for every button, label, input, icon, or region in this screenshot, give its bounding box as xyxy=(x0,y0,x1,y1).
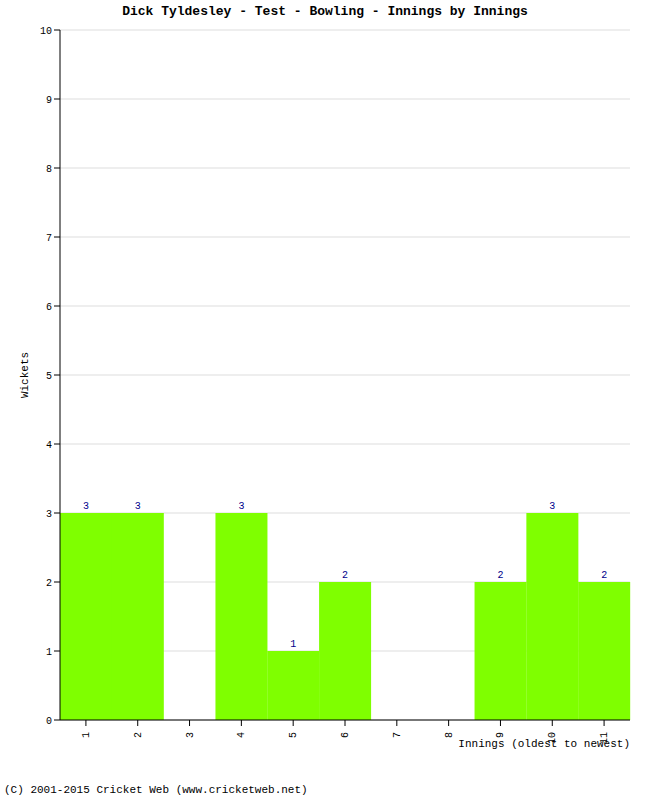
svg-text:3: 3 xyxy=(135,501,141,512)
svg-text:3: 3 xyxy=(83,501,89,512)
svg-text:5: 5 xyxy=(46,371,52,382)
svg-text:3: 3 xyxy=(185,732,196,738)
svg-text:6: 6 xyxy=(340,732,351,738)
svg-text:2: 2 xyxy=(133,732,144,738)
svg-text:2: 2 xyxy=(498,570,504,581)
svg-text:2: 2 xyxy=(46,578,52,589)
svg-text:9: 9 xyxy=(46,95,52,106)
svg-text:9: 9 xyxy=(495,732,506,738)
svg-text:8: 8 xyxy=(46,164,52,175)
svg-text:2: 2 xyxy=(342,570,348,581)
svg-text:3: 3 xyxy=(549,501,555,512)
html-text:Innings (oldest to newest): Innings (oldest to newest) xyxy=(458,738,630,750)
svg-text:5: 5 xyxy=(288,732,299,738)
svg-text:4: 4 xyxy=(46,440,52,451)
svg-text:6: 6 xyxy=(46,302,52,313)
svg-text:8: 8 xyxy=(444,732,455,738)
svg-text:1: 1 xyxy=(290,639,296,650)
svg-text:0: 0 xyxy=(46,716,52,727)
html-text:(C) 2001-2015 Cricket Web (www: (C) 2001-2015 Cricket Web (www.cricketwe… xyxy=(4,784,308,796)
svg-text:10: 10 xyxy=(40,26,52,37)
svg-text:3: 3 xyxy=(46,509,52,520)
html-text:Dick Tyldesley - Test - Bowlin: Dick Tyldesley - Test - Bowling - Inning… xyxy=(122,4,528,19)
svg-text:1: 1 xyxy=(46,647,52,658)
svg-text:4: 4 xyxy=(236,732,247,738)
svg-text:2: 2 xyxy=(601,570,607,581)
svg-text:1: 1 xyxy=(81,732,92,738)
svg-text:7: 7 xyxy=(46,233,52,244)
svg-text:Wickets: Wickets xyxy=(19,352,31,398)
svg-text:7: 7 xyxy=(392,732,403,738)
svg-text:3: 3 xyxy=(238,501,244,512)
